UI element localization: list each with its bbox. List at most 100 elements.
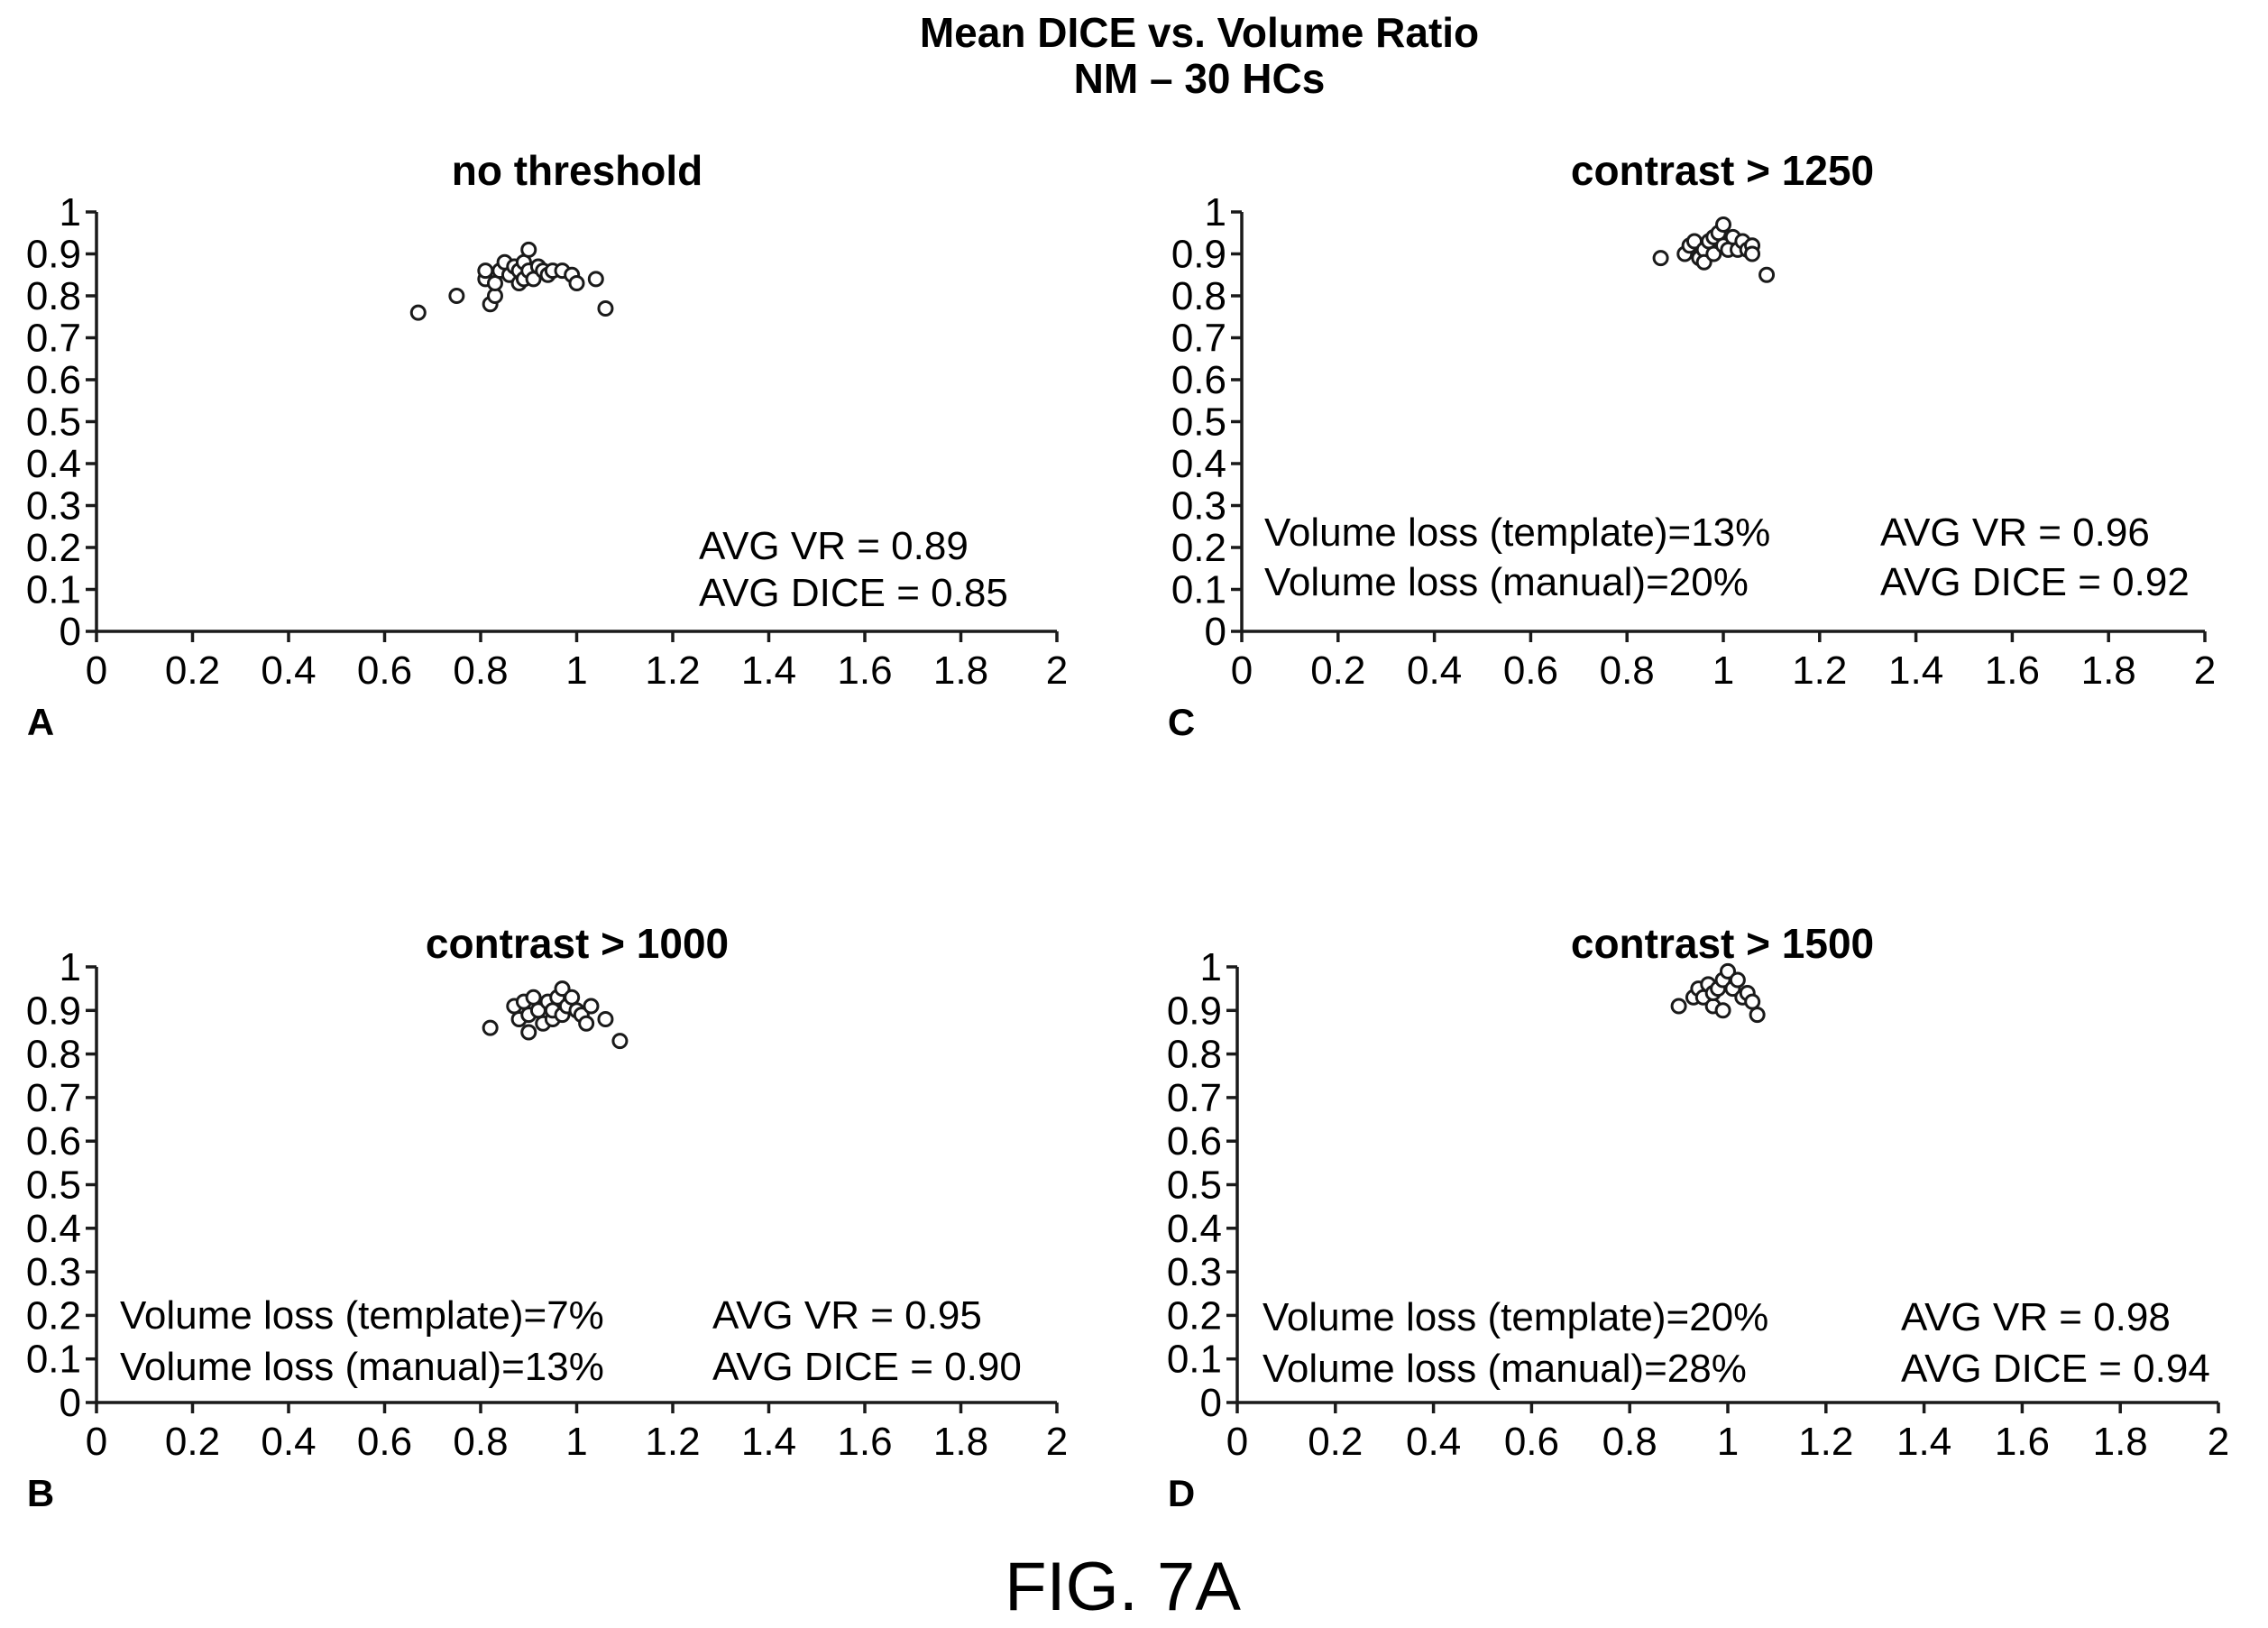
y-tick-label: 0.4 bbox=[26, 442, 81, 486]
panel-title: contrast > 1250 bbox=[1571, 147, 1874, 194]
data-point bbox=[409, 304, 427, 321]
y-tick-label: 0.2 bbox=[1171, 526, 1226, 570]
x-tick-label: 1.6 bbox=[1995, 1420, 2050, 1464]
annotation-volume-loss: Volume loss (template)=13% bbox=[1264, 510, 1770, 555]
data-point bbox=[525, 989, 542, 1006]
x-tick-label: 1.4 bbox=[741, 1420, 796, 1464]
x-tick-label: 2 bbox=[1046, 1420, 1068, 1464]
panel-letter: B bbox=[27, 1472, 54, 1514]
y-tick-label: 0 bbox=[60, 1381, 81, 1425]
annotation-volume-loss: Volume loss (template)=20% bbox=[1263, 1295, 1768, 1339]
figure-subtitle: NM – 30 HCs bbox=[1074, 55, 1326, 102]
data-point bbox=[477, 262, 494, 280]
x-tick-label: 1.2 bbox=[645, 648, 700, 693]
panel-letter: C bbox=[1168, 701, 1195, 743]
y-tick-label: 0.7 bbox=[1167, 1076, 1222, 1120]
y-tick-label: 1 bbox=[60, 190, 81, 235]
y-tick-label: 0.8 bbox=[26, 1033, 81, 1077]
y-tick-label: 0.3 bbox=[1171, 484, 1226, 529]
y-tick-label: 1 bbox=[1205, 190, 1226, 235]
annotation-average: AVG DICE = 0.94 bbox=[1901, 1347, 2210, 1391]
x-tick-label: 1.6 bbox=[837, 648, 892, 693]
x-tick-label: 1.6 bbox=[1985, 648, 2040, 693]
y-tick-label: 0.5 bbox=[1171, 400, 1226, 445]
y-tick-label: 0.8 bbox=[1171, 274, 1226, 318]
data-point bbox=[1758, 266, 1776, 283]
y-tick-label: 0.4 bbox=[1167, 1207, 1222, 1251]
y-tick-label: 0.3 bbox=[26, 484, 81, 529]
data-point bbox=[1670, 998, 1687, 1015]
y-tick-label: 0.7 bbox=[1171, 317, 1226, 361]
x-tick-label: 1 bbox=[1717, 1420, 1739, 1464]
y-tick-label: 0.6 bbox=[1167, 1119, 1222, 1164]
x-tick-label: 0.2 bbox=[1310, 648, 1365, 693]
data-point bbox=[611, 1033, 629, 1050]
data-point bbox=[583, 998, 600, 1015]
annotation-average: AVG VR = 0.96 bbox=[1880, 510, 2150, 555]
x-tick-label: 0.8 bbox=[1600, 648, 1655, 693]
x-tick-label: 1.4 bbox=[1888, 648, 1943, 693]
data-point bbox=[568, 275, 585, 292]
panel-title: no threshold bbox=[452, 147, 703, 194]
x-tick-label: 1 bbox=[565, 648, 587, 693]
data-point bbox=[554, 980, 571, 998]
data-point bbox=[482, 1019, 499, 1036]
x-tick-label: 0.4 bbox=[1406, 1420, 1461, 1464]
annotation-volume-loss: Volume loss (manual)=20% bbox=[1264, 560, 1749, 604]
data-point bbox=[1749, 1007, 1766, 1024]
panel-c: contrast > 1250 0 0.2 0.4 0.6 0.8 1 1.2 1.4 1.6 1.… bbox=[1168, 147, 2216, 743]
x-tick-label: 1.8 bbox=[933, 1420, 988, 1464]
y-tick-label: 0 bbox=[60, 610, 81, 654]
x-tick-label: 1.4 bbox=[1896, 1420, 1951, 1464]
x-tick-label: 0 bbox=[86, 648, 107, 693]
y-tick-label: 0.4 bbox=[26, 1207, 81, 1251]
y-tick-label: 0.9 bbox=[26, 989, 81, 1033]
panel-letter: D bbox=[1168, 1472, 1195, 1514]
x-tick-label: 2 bbox=[1046, 648, 1068, 693]
x-tick-label: 0.6 bbox=[357, 648, 412, 693]
x-tick-label: 1.8 bbox=[933, 648, 988, 693]
data-point bbox=[1652, 250, 1669, 267]
annotation-average: AVG DICE = 0.92 bbox=[1880, 560, 2190, 604]
panel-b: contrast > 1000 0 0.2 0.4 0.6 0.8 1 1.2 1.4 1.6 1.… bbox=[26, 920, 1068, 1514]
panel-a: no threshold 0 0.2 0.4 0.6 0.8 1 1.2 1.4 1.6 1.8 2 0… bbox=[26, 147, 1068, 743]
x-tick-label: 1.4 bbox=[741, 648, 796, 693]
annotation-volume-loss: Volume loss (template)=7% bbox=[120, 1293, 604, 1338]
y-tick-label: 0.1 bbox=[26, 568, 81, 612]
x-tick-label: 0.8 bbox=[453, 648, 508, 693]
data-point bbox=[597, 1010, 614, 1027]
x-tick-label: 1.2 bbox=[1792, 648, 1847, 693]
y-tick-label: 0.8 bbox=[26, 274, 81, 318]
y-tick-label: 0.2 bbox=[26, 1293, 81, 1338]
x-tick-label: 0.4 bbox=[261, 1420, 316, 1464]
data-point bbox=[578, 1015, 595, 1032]
x-tick-label: 1.2 bbox=[645, 1420, 700, 1464]
x-tick-label: 0.4 bbox=[1407, 648, 1462, 693]
figure-title: Mean DICE vs. Volume Ratio bbox=[920, 9, 1479, 56]
y-tick-label: 0.9 bbox=[1171, 233, 1226, 277]
y-tick-label: 0.3 bbox=[1167, 1250, 1222, 1294]
panel-letter: A bbox=[27, 701, 54, 743]
y-tick-label: 0.3 bbox=[26, 1250, 81, 1294]
x-tick-label: 0 bbox=[1226, 1420, 1248, 1464]
data-point bbox=[587, 271, 604, 288]
y-tick-label: 0.2 bbox=[1167, 1293, 1222, 1338]
y-tick-label: 0.7 bbox=[26, 1076, 81, 1120]
data-point bbox=[564, 989, 581, 1006]
x-tick-label: 0.8 bbox=[1602, 1420, 1657, 1464]
data-point bbox=[1744, 993, 1761, 1010]
x-tick-label: 1.8 bbox=[2081, 648, 2136, 693]
annotation-average: AVG VR = 0.95 bbox=[712, 1293, 982, 1338]
y-tick-label: 1 bbox=[1200, 945, 1222, 989]
annotation-average: AVG VR = 0.89 bbox=[699, 524, 969, 568]
data-point bbox=[1714, 1002, 1731, 1019]
y-tick-label: 0.2 bbox=[26, 526, 81, 570]
y-tick-label: 0.7 bbox=[26, 317, 81, 361]
data-point bbox=[1729, 971, 1746, 989]
y-tick-label: 0.8 bbox=[1167, 1033, 1222, 1077]
annotation-volume-loss: Volume loss (manual)=13% bbox=[120, 1345, 604, 1389]
y-tick-label: 0.5 bbox=[1167, 1164, 1222, 1208]
data-point bbox=[448, 288, 465, 304]
y-tick-label: 0 bbox=[1200, 1381, 1222, 1425]
